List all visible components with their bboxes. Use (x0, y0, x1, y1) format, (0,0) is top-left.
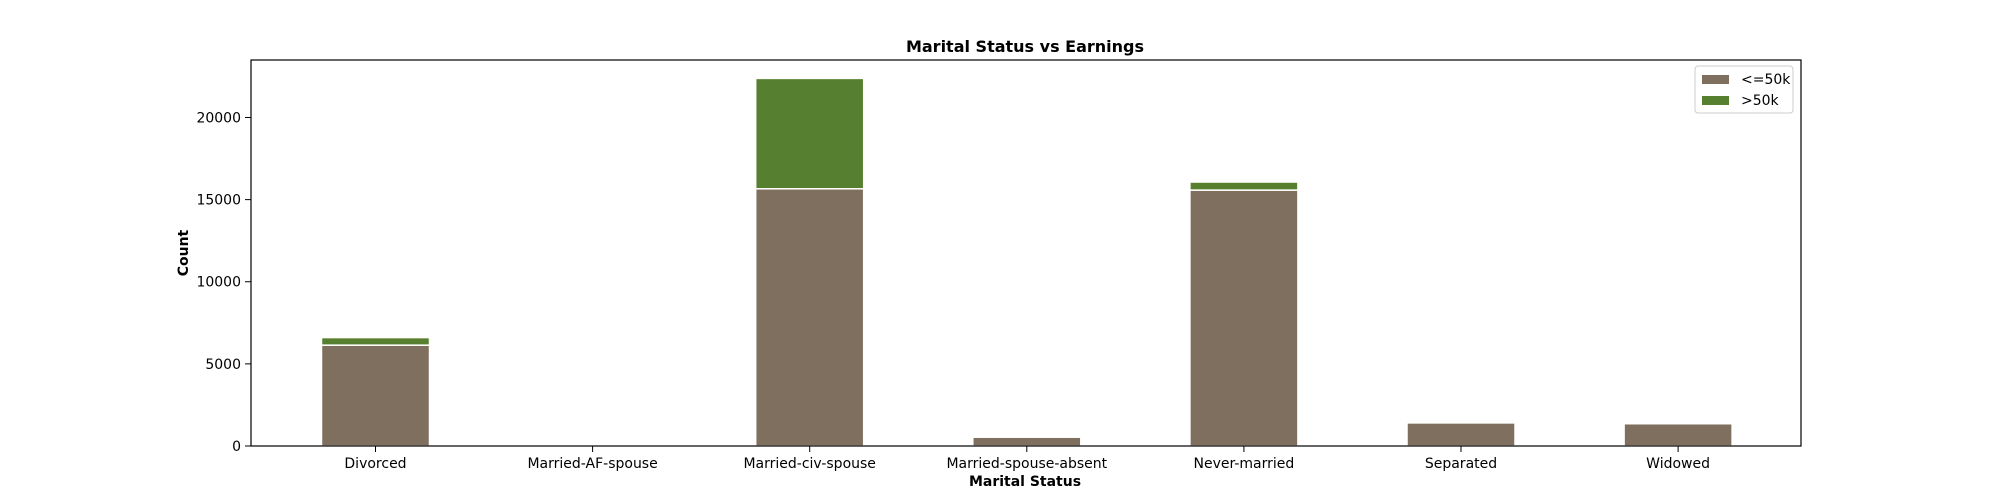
y-tick-label-10000: 10000 (196, 275, 241, 291)
bar-married-civ-spouse-gt50k (754, 77, 865, 190)
y-axis-title: Count (176, 229, 192, 276)
x-tick-label-married-civ-spouse: Married-civ-spouse (743, 456, 875, 472)
x-tick-label-widowed: Widowed (1646, 456, 1710, 472)
bar-married-spouse-absent-le50k (972, 436, 1082, 447)
y-tick-label-0: 0 (232, 439, 241, 455)
legend-swatch-le50k (1702, 75, 1729, 84)
bar-separated-gt50k (1406, 420, 1516, 424)
bar-never-married-le50k (1189, 189, 1299, 447)
y-tick-label-15000: 15000 (196, 193, 241, 209)
bar-married-civ-spouse-le50k (754, 188, 865, 447)
bar-never-married-gt50k (1189, 181, 1299, 191)
x-tick-label-never-married: Never-married (1194, 456, 1295, 472)
legend-label-gt50k: >50k (1741, 93, 1780, 109)
bar-widowed-gt50k (1623, 421, 1733, 425)
y-axis-ticks: 0 5000 10000 15000 20000 (196, 110, 251, 455)
x-tick-label-divorced: Divorced (344, 456, 406, 472)
bar-separated-le50k (1406, 422, 1516, 447)
x-axis-ticks: Divorced Married-AF-spouse Married-civ-spo… (344, 446, 1710, 472)
y-tick-label-5000: 5000 (205, 357, 241, 373)
x-tick-label-married-spouse-absent: Married-spouse-absent (946, 456, 1107, 472)
plot-area-frame (250, 59, 1802, 447)
x-axis-title: Marital Status (969, 474, 1081, 490)
legend-label-le50k: <=50k (1741, 72, 1791, 88)
bars-group (320, 77, 1733, 447)
bar-married-spouse-absent-gt50k (972, 435, 1082, 438)
x-tick-label-separated: Separated (1425, 456, 1497, 472)
x-tick-label-married-af-spouse: Married-AF-spouse (527, 456, 657, 472)
legend-swatch-gt50k (1702, 96, 1729, 105)
legend: <=50k >50k (1694, 65, 1794, 114)
chart-title: Marital Status vs Earnings (906, 37, 1144, 56)
bar-divorced-le50k (320, 344, 431, 447)
bar-widowed-le50k (1623, 422, 1733, 447)
bar-divorced-gt50k (320, 336, 431, 346)
y-tick-label-20000: 20000 (196, 110, 241, 126)
